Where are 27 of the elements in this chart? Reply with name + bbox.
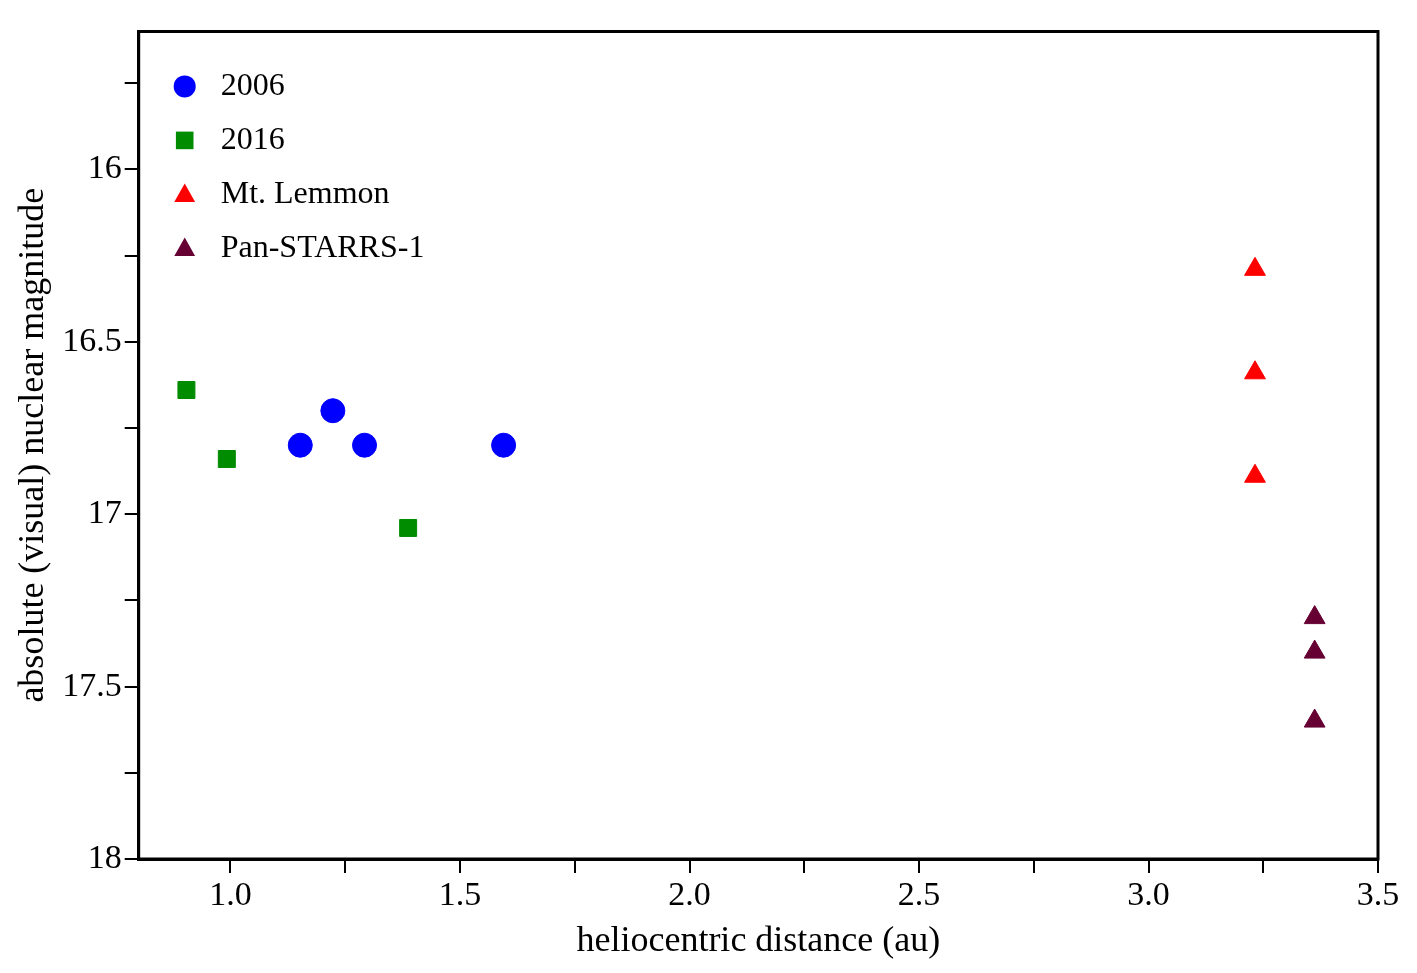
point	[287, 432, 313, 458]
y-tick-label: 18	[87, 837, 122, 875]
legend-label: 2006	[220, 65, 285, 102]
x-tick-label: 3.5	[1356, 875, 1400, 913]
point	[320, 398, 346, 424]
point	[177, 381, 196, 400]
x-tick-label: 2.0	[668, 875, 711, 913]
legend-label: Pan-STARRS-1	[220, 227, 425, 264]
x-tick-label: 2.5	[897, 875, 941, 913]
point	[352, 432, 378, 458]
point	[1303, 708, 1326, 728]
x-tick-label: 1.0	[209, 875, 252, 913]
y-axis-title: absolute (visual) nuclear magnitude	[11, 187, 52, 703]
point	[217, 450, 236, 468]
point	[1303, 605, 1326, 625]
y-tick-label: 17	[87, 493, 122, 531]
x-axis-title: heliocentric distance (au)	[576, 918, 941, 959]
y-tick-label: 16	[87, 148, 122, 186]
point	[399, 518, 418, 537]
point	[491, 432, 517, 458]
y-tick-label: 16.5	[62, 320, 122, 358]
y-tick-label: 17.5	[62, 665, 122, 703]
legend-label: Mt. Lemmon	[220, 173, 390, 210]
x-tick-label: 3.0	[1127, 875, 1170, 913]
legend-label: 2016	[220, 119, 285, 156]
x-tick-label: 1.5	[438, 875, 482, 913]
point	[1303, 639, 1326, 659]
